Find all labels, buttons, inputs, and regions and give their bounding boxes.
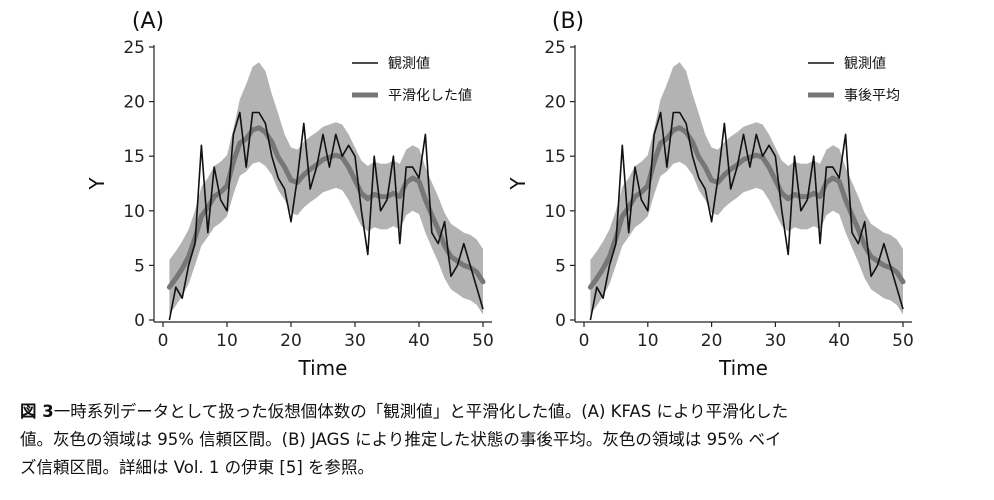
x-tick-label: 30: [765, 331, 787, 351]
caption-text-1: 一時系列データとして扱った仮想個体数の「観測値」と平滑化した値。(A) KFAS…: [53, 402, 789, 421]
panel-label: (B): [552, 9, 584, 34]
caption-line-3: ズ信頼区間。詳細は Vol. 1 の伊東 [5] を参照。: [20, 458, 375, 477]
y-tick-label: 0: [134, 311, 145, 331]
x-tick-label: 20: [280, 331, 302, 351]
observed-line: [168, 111, 484, 321]
panel-label: (A): [132, 9, 164, 34]
y-tick-label: 10: [544, 202, 566, 222]
x-tick-label: 20: [701, 331, 723, 351]
legend-label-smoothed: 平滑化した値: [388, 87, 472, 104]
y-tick-label: 25: [123, 38, 145, 58]
y-tick-label: 5: [555, 256, 566, 276]
y-axis-label: Y: [85, 177, 109, 191]
x-axis-label: Time: [718, 356, 768, 380]
y-tick-label: 5: [134, 256, 145, 276]
confidence-band: [169, 62, 483, 315]
x-tick-label: 50: [472, 331, 494, 351]
y-tick-label: 20: [123, 93, 145, 113]
x-tick-label: 40: [828, 331, 850, 351]
confidence-band: [590, 62, 903, 315]
x-tick-label: 10: [637, 331, 659, 351]
caption-line-1: 図 3一時系列データとして扱った仮想個体数の「観測値」と平滑化した値。(A) K…: [20, 398, 980, 426]
legend-label-observed: 観測値: [388, 55, 430, 72]
y-axis-label: Y: [506, 177, 530, 191]
y-tick-label: 25: [544, 38, 566, 58]
caption-line-2: 値。灰色の領域は 95% 信頼区間。(B) JAGS により推定した状態の事後平…: [20, 430, 782, 449]
legend-label-smoothed: 事後平均: [844, 88, 900, 104]
x-tick-label: 0: [579, 331, 590, 351]
x-tick-label: 0: [158, 331, 169, 351]
y-tick-label: 15: [544, 147, 566, 167]
y-tick-label: 15: [123, 147, 145, 167]
x-axis-label: Time: [298, 356, 348, 380]
observed-line: [589, 111, 904, 321]
figure-caption: 図 3一時系列データとして扱った仮想個体数の「観測値」と平滑化した値。(A) K…: [20, 398, 980, 482]
x-tick-label: 50: [892, 331, 914, 351]
figure-label: 図 3: [20, 402, 54, 421]
y-tick-label: 0: [555, 311, 566, 331]
y-tick-label: 10: [123, 202, 145, 222]
x-tick-label: 30: [344, 331, 366, 351]
x-tick-label: 40: [408, 331, 430, 351]
x-tick-label: 10: [216, 331, 238, 351]
legend-label-observed: 観測値: [844, 55, 886, 72]
y-tick-label: 20: [544, 93, 566, 113]
